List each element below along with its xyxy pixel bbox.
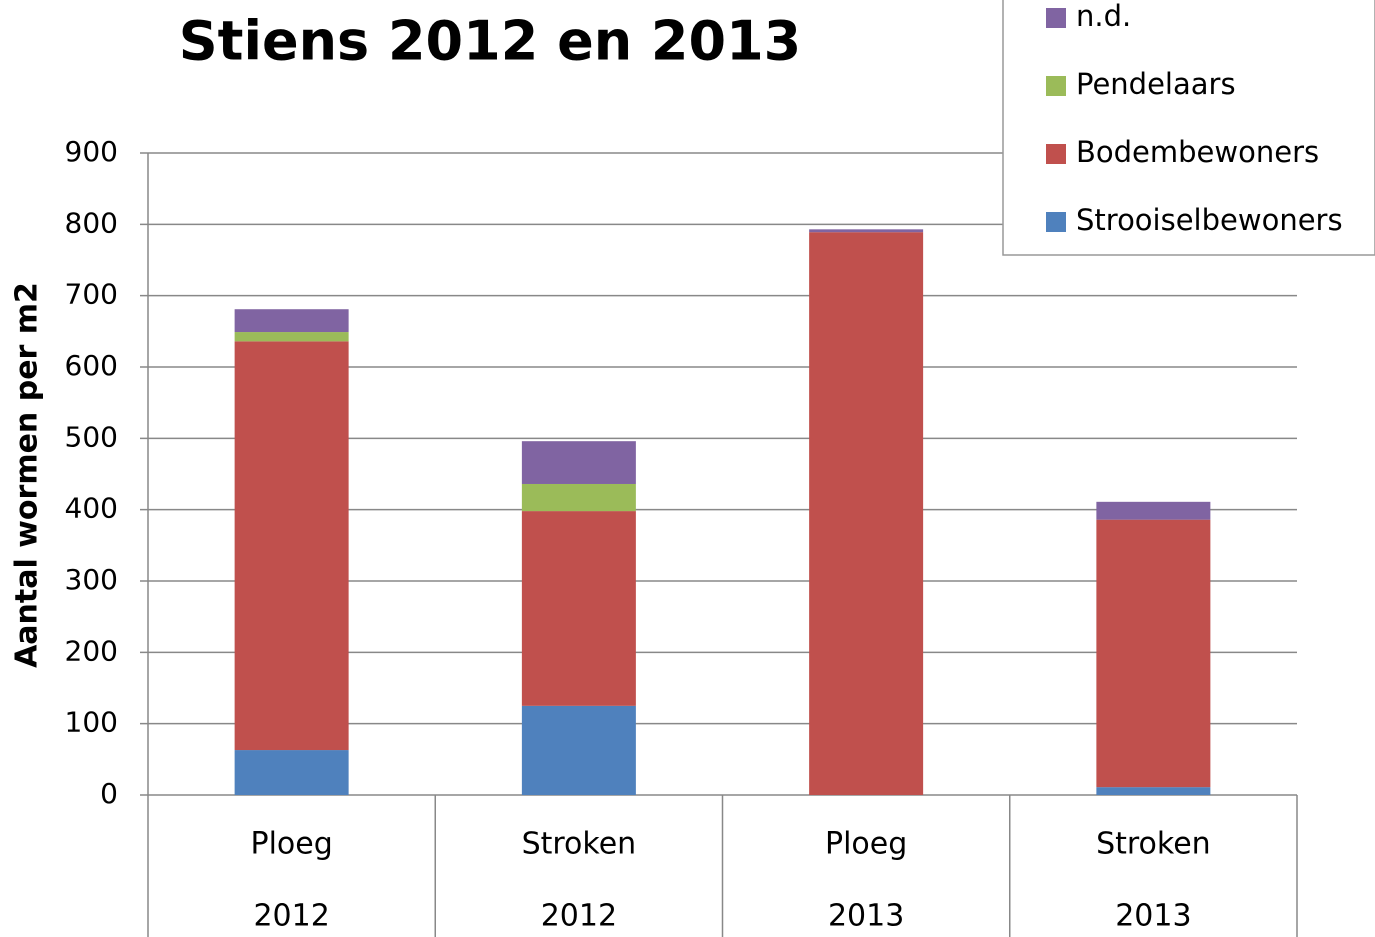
y-tick-label: 0 xyxy=(100,777,118,810)
y-tick-label: 500 xyxy=(65,420,118,453)
y-tick-label: 300 xyxy=(65,563,118,596)
legend-swatch xyxy=(1046,76,1066,96)
x-group-label: 2012 xyxy=(253,899,329,934)
bar-segment xyxy=(234,309,349,333)
bar-segment xyxy=(521,705,636,795)
legend-swatch xyxy=(1046,8,1066,28)
x-tick-label: Stroken xyxy=(1096,827,1211,862)
x-tick-label: Stroken xyxy=(522,827,637,862)
legend-label: n.d. xyxy=(1076,0,1131,33)
y-tick-label: 700 xyxy=(65,278,118,311)
y-tick-label: 400 xyxy=(65,492,118,525)
bar-segment xyxy=(1096,519,1211,788)
bar-segment xyxy=(234,341,349,751)
bar-segment xyxy=(809,229,924,233)
legend-swatch xyxy=(1046,144,1066,164)
x-group-label: 2013 xyxy=(1115,899,1191,934)
y-tick-label: 100 xyxy=(65,706,118,739)
bar-segment xyxy=(234,332,349,342)
y-axis-label: Aantal wormen per m2 xyxy=(10,282,45,668)
bar-segment xyxy=(234,750,349,795)
y-tick-label: 800 xyxy=(65,206,118,239)
legend-swatch xyxy=(1046,212,1066,232)
x-tick-label: Ploeg xyxy=(250,827,332,862)
x-group-label: 2013 xyxy=(828,899,904,934)
legend-label: Strooiselbewoners xyxy=(1076,203,1343,237)
y-tick-label: 900 xyxy=(65,135,118,168)
y-tick-label: 600 xyxy=(65,349,118,382)
x-tick-label: Ploeg xyxy=(825,827,907,862)
bar-segment xyxy=(1096,787,1211,795)
chart-title: Stiens 2012 en 2013 xyxy=(179,10,801,73)
bar-segment xyxy=(521,441,636,484)
bar-segment xyxy=(521,511,636,706)
y-tick-label: 200 xyxy=(65,634,118,667)
bar-segment xyxy=(1096,501,1211,520)
x-group-label: 2012 xyxy=(541,899,617,934)
bar-segment xyxy=(521,483,636,512)
legend-label: Bodembewoners xyxy=(1076,135,1319,169)
bar-segment xyxy=(809,232,924,795)
legend-label: Pendelaars xyxy=(1076,67,1236,101)
